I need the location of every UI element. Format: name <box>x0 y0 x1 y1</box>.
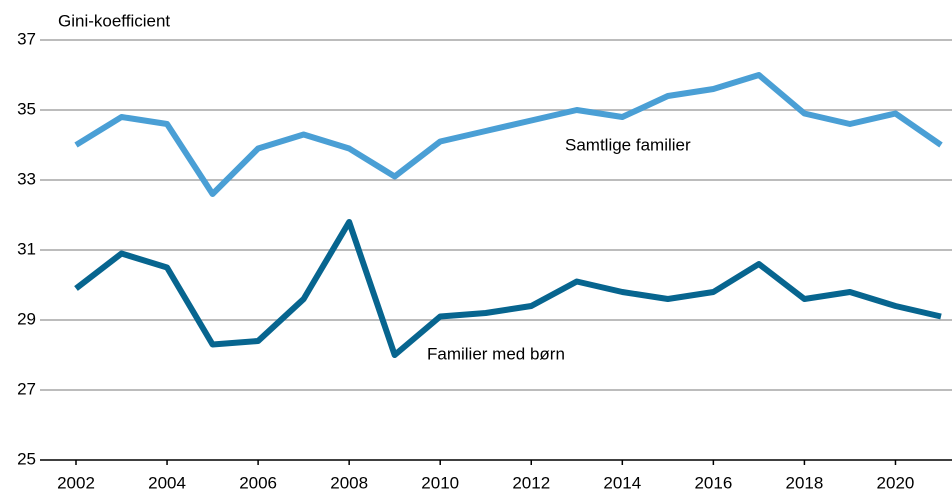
x-tick-label: 2002 <box>57 473 95 492</box>
y-tick-label: 33 <box>17 169 36 188</box>
x-tick-label: 2014 <box>603 473 641 492</box>
x-tick-label: 2012 <box>512 473 550 492</box>
y-tick-label: 31 <box>17 239 36 258</box>
series-line <box>74 219 942 358</box>
x-tick-label: 2004 <box>148 473 186 492</box>
series-label: Familier med børn <box>427 344 565 363</box>
x-tick-label: 2006 <box>239 473 277 492</box>
y-tick-label: 35 <box>17 99 36 118</box>
y-tick-label: 37 <box>17 29 36 48</box>
x-tick-label: 2018 <box>786 473 824 492</box>
y-axis-label: Gini-koefficient <box>58 11 170 30</box>
series-label: Samtlige familier <box>565 135 691 154</box>
y-tick-label: 25 <box>17 449 36 468</box>
x-tick-label: 2020 <box>877 473 915 492</box>
y-tick-label: 27 <box>17 379 36 398</box>
x-tick-label: 2010 <box>421 473 459 492</box>
x-tick-label: 2008 <box>330 473 368 492</box>
y-tick-label: 29 <box>17 309 36 328</box>
series-line <box>74 72 943 197</box>
x-tick-label: 2016 <box>694 473 732 492</box>
